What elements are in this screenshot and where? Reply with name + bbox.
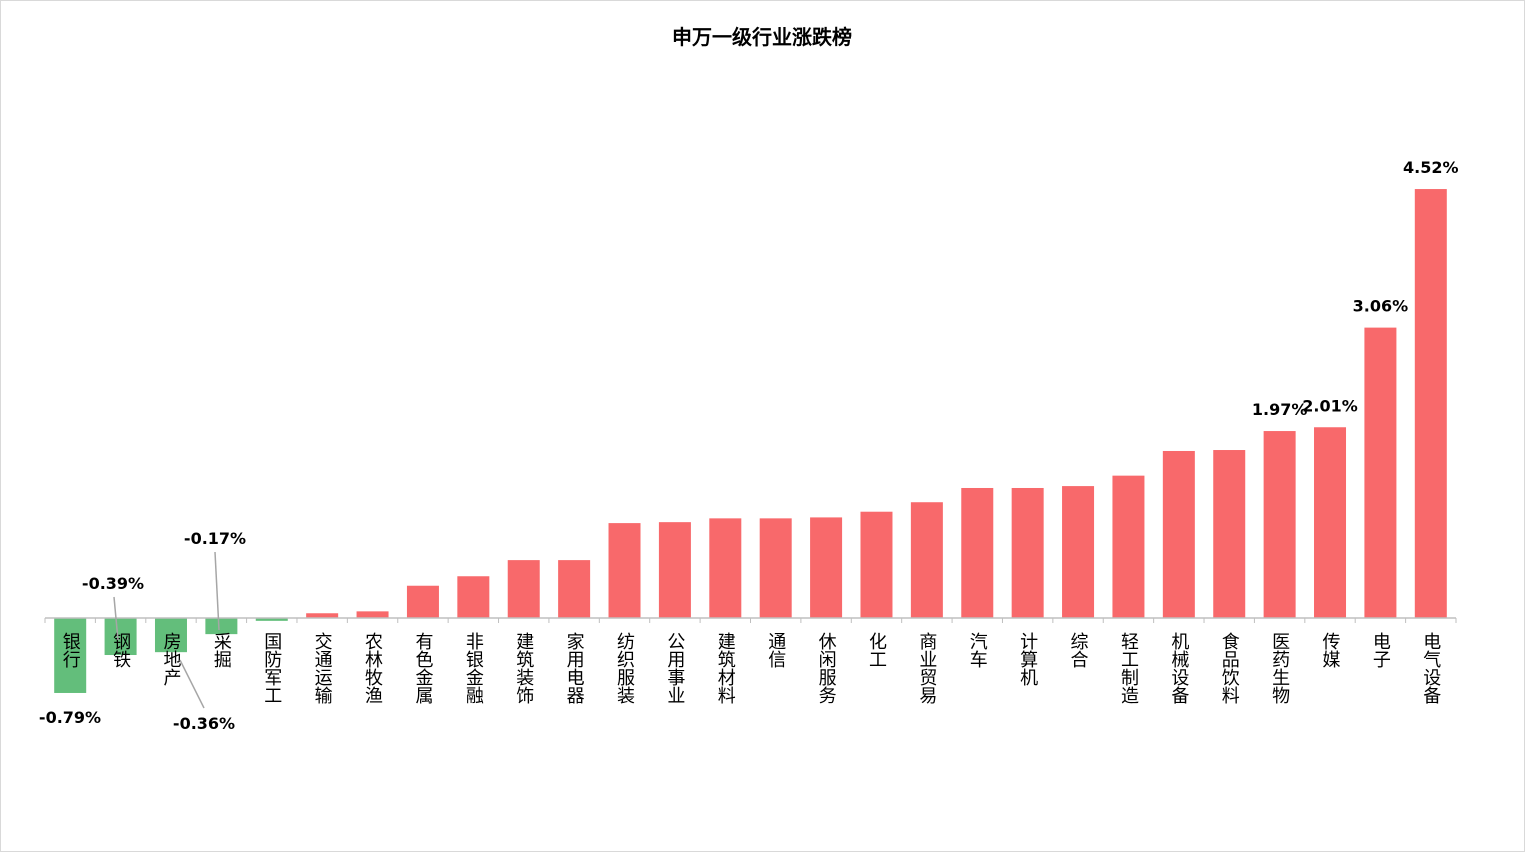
x-tick-label: 计算机 (1017, 632, 1038, 686)
value-label: 3.06% (1353, 297, 1409, 316)
x-tick-label: 建筑装饰 (513, 632, 534, 704)
x-tick-label: 家用电器 (564, 632, 585, 704)
bar (1062, 486, 1095, 618)
bar (1263, 431, 1296, 618)
bar (759, 518, 792, 618)
bar (558, 560, 591, 618)
x-tick-label: 公用事业 (664, 632, 685, 704)
x-tick-label: 纺织服装 (614, 632, 635, 704)
bar (1414, 189, 1447, 618)
bar (205, 618, 238, 635)
bar (608, 523, 641, 618)
x-tick-label: 通信 (765, 632, 786, 668)
value-label: 4.52% (1403, 158, 1459, 177)
x-tick-label: 交通运输 (312, 632, 333, 705)
x-tick-label: 电子 (1370, 632, 1391, 668)
x-tick-label: 非银金融 (463, 632, 484, 704)
x-tick-label: 休闲服务 (816, 632, 837, 704)
bar (54, 618, 87, 693)
x-tick-label: 采掘 (211, 632, 232, 668)
bar (406, 585, 439, 618)
bar (860, 511, 893, 618)
chart-title: 申万一级行业涨跌榜 (672, 25, 852, 49)
x-tick-label: 国防军工 (261, 632, 282, 704)
bar (658, 522, 691, 618)
bar (1112, 475, 1145, 618)
bar (1162, 450, 1195, 618)
bar (507, 560, 540, 618)
bar (961, 487, 994, 618)
value-label: -0.79% (39, 708, 101, 727)
x-tick-label: 机械设备 (1168, 632, 1189, 704)
bar (1364, 327, 1397, 618)
bar (810, 517, 843, 618)
leader-line (214, 551, 220, 631)
x-tick-label: 银行 (60, 632, 81, 668)
bar (1314, 427, 1347, 618)
x-tick-label: 传媒 (1320, 632, 1341, 668)
x-tick-label: 综合 (1068, 632, 1089, 668)
x-tick-label: 电气设备 (1420, 632, 1441, 704)
x-tick-label: 医药生物 (1269, 632, 1290, 704)
x-tick-label: 农林牧渔 (362, 632, 383, 704)
bar (910, 502, 943, 618)
bar (104, 618, 137, 656)
value-label: -0.36% (173, 714, 235, 733)
bar (1213, 450, 1246, 618)
value-label: 2.01% (1302, 396, 1358, 415)
bar (457, 576, 490, 618)
x-tick-label: 有色金属 (412, 632, 433, 704)
x-tick-label: 房地产 (160, 632, 181, 686)
x-tick-label: 食品饮料 (1219, 632, 1240, 704)
bar (255, 618, 288, 621)
bar (709, 518, 742, 618)
leader-line (179, 659, 205, 709)
bar (154, 618, 187, 653)
x-tick-label: 化工 (866, 632, 887, 668)
value-label: 1.97% (1252, 400, 1308, 419)
bar (306, 613, 339, 618)
x-tick-label: 商业贸易 (916, 632, 937, 705)
bar (356, 611, 389, 618)
bar (1011, 487, 1044, 618)
x-tick-label: 轻工制造 (1118, 632, 1139, 704)
x-tick-label: 建筑材料 (715, 632, 736, 704)
value-label: -0.39% (82, 574, 144, 593)
leader-line (113, 596, 119, 641)
x-tick-label: 钢铁 (110, 632, 131, 668)
value-label: -0.17% (184, 529, 246, 548)
x-tick-label: 汽车 (967, 632, 988, 668)
